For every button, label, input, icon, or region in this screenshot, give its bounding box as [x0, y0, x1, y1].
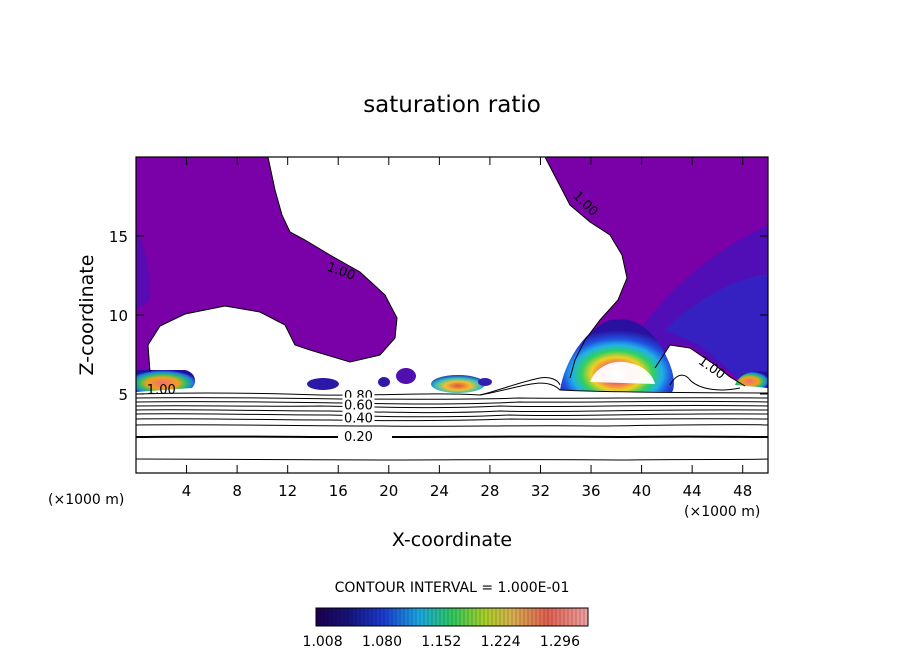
x-tick-label: 36	[581, 482, 600, 500]
contour-label-bg	[342, 429, 375, 443]
x-tick-label: 40	[632, 482, 651, 500]
colorbar-tick-label: 1.152	[421, 634, 461, 650]
x-tick-label: 20	[379, 482, 398, 500]
x-tick-label: 4	[182, 482, 192, 500]
x-tick-label: 8	[232, 482, 242, 500]
y-axis-ticks: 5 10 15	[109, 228, 768, 404]
contour-label: 0.60	[344, 399, 373, 414]
x-tick-label: 44	[683, 482, 702, 500]
contour-interval-label: CONTOUR INTERVAL = 1.000E-01	[335, 580, 570, 596]
x-tick-label: 16	[329, 482, 348, 500]
colorbar-tick-label: 1.224	[481, 634, 521, 650]
x-axis-label: X-coordinate	[392, 529, 512, 551]
x-tick-label: 28	[480, 482, 499, 500]
convective-cell-left	[136, 370, 196, 392]
contour-labels: 1.001.001.001.00 0.800.600.400.20	[147, 189, 728, 446]
x-axis-ticks: 4 8 12 16 20 24 28 32 36 40 44 48	[182, 157, 752, 500]
y-tick-label: 10	[109, 307, 128, 325]
x-tick-label: 12	[278, 482, 297, 500]
y-tick-label: 15	[109, 228, 128, 246]
contour-label: 0.20	[344, 430, 373, 445]
colorbar-tick-label: 1.008	[303, 634, 343, 650]
colorbar-ticks: 1.008 1.080 1.152 1.224 1.296	[303, 634, 581, 650]
contour-label: 1.00	[147, 383, 176, 398]
x-unit-note-right: (×1000 m)	[684, 504, 760, 520]
contour-label-bg	[342, 397, 375, 411]
colorbar-tick-label: 1.296	[540, 634, 580, 650]
x-unit-note-left: (×1000 m)	[48, 492, 124, 508]
subsaturated-contours	[136, 374, 768, 461]
x-tick-label: 48	[733, 482, 752, 500]
contour-field: 1.001.001.001.00 0.800.600.400.20	[136, 157, 768, 473]
y-tick-label: 5	[118, 386, 128, 404]
colorbar-tick-label: 1.080	[362, 634, 402, 650]
colorbar-divisions	[319, 608, 585, 626]
y-axis-label: Z-coordinate	[76, 255, 98, 376]
x-tick-label: 24	[430, 482, 449, 500]
contour-label: 0.40	[344, 411, 373, 426]
contour-label-bg	[342, 410, 375, 424]
chart-title: saturation ratio	[363, 92, 541, 118]
convective-cell-24km	[431, 375, 485, 393]
x-tick-label: 32	[531, 482, 550, 500]
supersat-region-left	[136, 157, 397, 378]
